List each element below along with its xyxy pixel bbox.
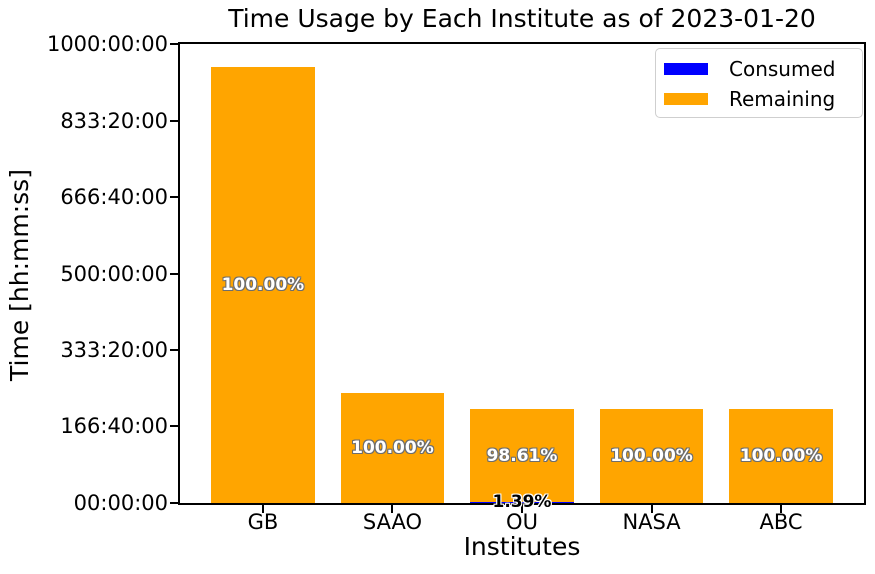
bar-remaining-saao [340, 392, 445, 503]
x-tick-label: ABC [759, 510, 803, 534]
plot-area: 100.00% 100.00% 1.39% 98.61% 100.00% 100.00% [178, 42, 866, 512]
y-tick-mark [170, 43, 178, 45]
bar-remaining-nasa [599, 408, 704, 503]
x-tick-label: OU [506, 510, 538, 534]
bar-label-consumed-ou: 1.39% [492, 492, 552, 513]
y-tick-label: 666:40:00 [60, 184, 168, 209]
x-tick-mark [391, 505, 394, 513]
bar-label-remaining-gb: 100.00% [221, 274, 305, 295]
x-tick-label: NASA [622, 510, 681, 534]
bar-remaining-gb [211, 66, 315, 503]
x-tick-mark [521, 505, 523, 513]
chart-title: Time Usage by Each Institute as of 2023-… [228, 4, 816, 33]
y-tick-mark [170, 272, 178, 275]
x-tick-mark [780, 505, 783, 513]
y-tick-mark [170, 195, 178, 198]
x-axis-label: Institutes [463, 532, 581, 561]
y-tick-mark [170, 425, 178, 428]
legend-label-remaining: Remaining [729, 87, 836, 111]
legend: Consumed Remaining [655, 48, 863, 118]
legend-swatch-consumed [664, 63, 708, 75]
y-tick-label: 166:40:00 [60, 414, 168, 439]
bar-label-remaining-nasa: 100.00% [610, 445, 693, 466]
y-tick-label: 1000:00:00 [46, 32, 168, 56]
x-tick-mark [261, 505, 264, 513]
bar-remaining-ou [470, 409, 574, 502]
y-tick-label: 833:20:00 [60, 108, 168, 133]
y-tick-mark [170, 502, 178, 504]
legend-label-consumed: Consumed [729, 57, 836, 81]
y-tick-mark [170, 349, 178, 351]
x-tick-mark [650, 505, 653, 513]
bar-label-remaining-abc: 100.00% [739, 445, 823, 466]
x-tick-label: GB [247, 510, 279, 534]
legend-swatch-remaining [664, 93, 708, 105]
y-tick-label: 333:20:00 [60, 338, 168, 362]
bar-remaining-abc [729, 408, 833, 503]
bar-label-remaining-saao: 100.00% [351, 437, 434, 458]
bar-consumed-ou [470, 501, 574, 503]
legend-item: Remaining [656, 84, 862, 114]
y-tick-mark [170, 119, 178, 122]
y-tick-label: 500:00:00 [60, 261, 168, 286]
bar-label-remaining-ou: 98.61% [486, 445, 558, 466]
legend-item: Consumed [656, 54, 862, 84]
x-tick-label: SAAO [362, 510, 423, 534]
y-tick-label: 00:00:00 [73, 491, 168, 515]
